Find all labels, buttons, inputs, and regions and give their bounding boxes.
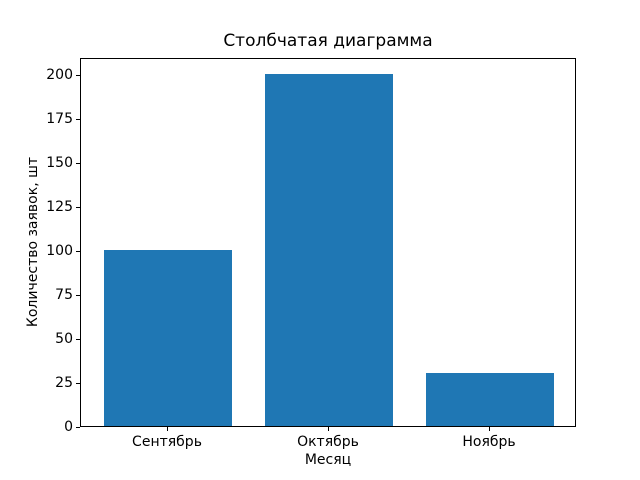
- y-tick-mark: [76, 118, 80, 120]
- y-tick-label: 0: [64, 419, 73, 436]
- bar: [264, 74, 394, 427]
- x-tick-label: Октябрь: [297, 434, 359, 451]
- bar: [425, 373, 555, 427]
- x-tick-label: Ноябрь: [462, 434, 516, 451]
- y-tick-label: 200: [46, 67, 73, 84]
- y-tick-label: 75: [55, 287, 73, 304]
- y-tick-mark: [76, 250, 80, 252]
- y-tick-mark: [76, 426, 80, 428]
- y-tick-label: 125: [46, 199, 73, 216]
- y-tick-mark: [76, 162, 80, 164]
- x-tick-mark: [488, 427, 490, 432]
- y-tick-label: 150: [46, 155, 73, 172]
- y-tick-label: 50: [55, 331, 73, 348]
- y-tick-label: 175: [46, 111, 73, 128]
- bar: [103, 250, 233, 427]
- y-tick-mark: [76, 206, 80, 208]
- x-tick-label: Сентябрь: [132, 434, 202, 451]
- y-tick-mark: [76, 338, 80, 340]
- y-tick-mark: [76, 294, 80, 296]
- y-tick-label: 100: [46, 243, 73, 260]
- x-tick-mark: [327, 427, 329, 432]
- y-tick-mark: [76, 74, 80, 76]
- x-tick-mark: [166, 427, 168, 432]
- chart-title: Столбчатая диаграмма: [223, 31, 433, 51]
- plot-area: [80, 57, 576, 428]
- y-axis-label: Количество заявок, шт: [25, 156, 41, 328]
- x-axis-label: Месяц: [304, 452, 352, 468]
- y-tick-mark: [76, 382, 80, 384]
- y-tick-label: 25: [55, 375, 73, 392]
